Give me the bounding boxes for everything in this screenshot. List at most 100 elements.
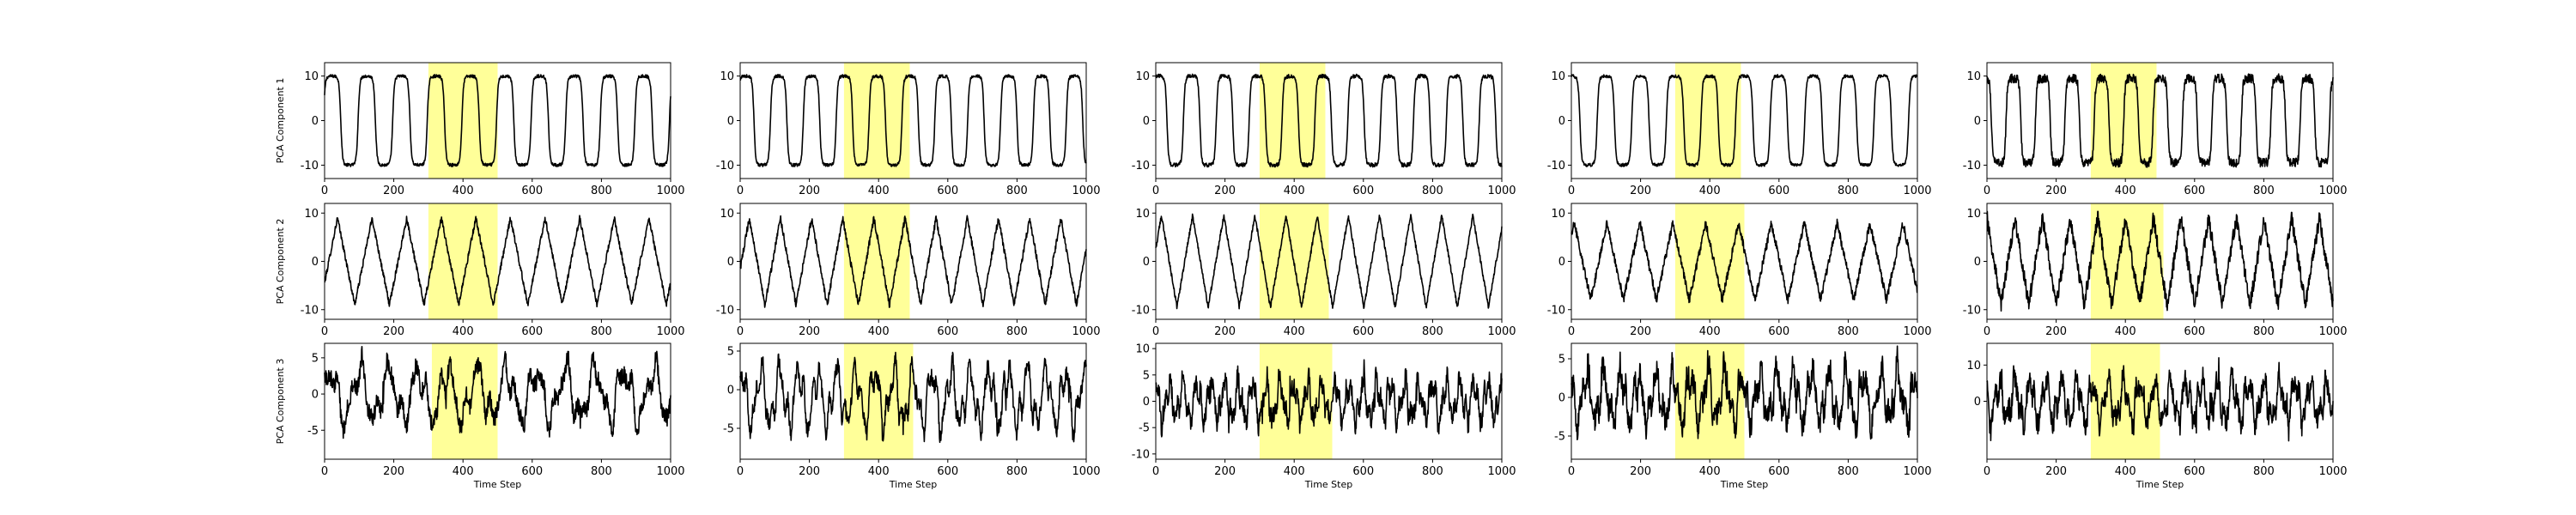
- y-tick-label: 10: [304, 208, 319, 221]
- y-tick-label: -10: [1132, 304, 1150, 317]
- x-tick-label: 600: [1768, 325, 1789, 338]
- x-tick-label: 0: [321, 185, 328, 197]
- y-tick-label: 10: [304, 70, 319, 83]
- x-tick-label: 0: [321, 465, 328, 478]
- x-tick-label: 600: [2184, 325, 2205, 338]
- x-tick-label: 600: [937, 325, 958, 338]
- x-tick-label: 800: [1838, 185, 1859, 197]
- y-tick-label: 10: [1551, 70, 1565, 83]
- y-tick-label: 0: [1974, 396, 1981, 409]
- y-tick-label: -5: [1139, 422, 1150, 435]
- x-tick-label: 1000: [1903, 465, 1931, 478]
- y-tick-label: -10: [301, 160, 319, 173]
- y-tick-label: 0: [1558, 115, 1565, 128]
- y-tick-label: 0: [1974, 256, 1981, 269]
- axes-frame: [1571, 342, 1918, 460]
- x-tick-label: 0: [737, 185, 744, 197]
- x-tick-label: 400: [2115, 325, 2136, 338]
- series-line: [1155, 359, 1503, 438]
- y-tick-label: -10: [1547, 304, 1565, 317]
- x-tick-label: 800: [591, 325, 612, 338]
- x-tick-label: 0: [1568, 325, 1575, 338]
- x-tick-label: 800: [1006, 185, 1028, 197]
- series-line: [739, 215, 1087, 308]
- x-tick-label: 600: [521, 185, 543, 197]
- y-tick-label: -10: [1547, 160, 1565, 173]
- series-line: [1155, 213, 1503, 310]
- series-line: [1571, 345, 1918, 441]
- x-tick-label: 400: [1699, 185, 1721, 197]
- y-tick-label: 0: [727, 115, 734, 128]
- y-tick-label: 0: [1558, 392, 1565, 405]
- x-tick-label: 400: [453, 325, 474, 338]
- x-tick-label: 200: [799, 325, 820, 338]
- x-axis-label: Time Step: [1720, 479, 1768, 490]
- x-tick-label: 800: [1006, 325, 1028, 338]
- x-tick-label: 1000: [2318, 325, 2347, 338]
- y-tick-label: -10: [301, 304, 319, 317]
- x-tick-label: 800: [1006, 465, 1028, 478]
- x-tick-label: 400: [1284, 325, 1305, 338]
- x-tick-label: 600: [2184, 465, 2205, 478]
- x-tick-label: 0: [321, 325, 328, 338]
- x-tick-label: 800: [2253, 325, 2275, 338]
- series-line: [739, 74, 1087, 167]
- row-ylabel-2: PCA Component 2: [275, 219, 286, 305]
- y-tick-label: 5: [1143, 369, 1150, 382]
- x-tick-label: 600: [2184, 185, 2205, 197]
- x-tick-label: 1000: [1072, 325, 1100, 338]
- x-tick-label: 0: [1568, 185, 1575, 197]
- x-tick-label: 200: [1214, 465, 1236, 478]
- series-line: [1986, 210, 2334, 312]
- x-tick-label: 200: [1630, 185, 1651, 197]
- y-tick-label: 10: [1135, 70, 1150, 83]
- series-line: [739, 351, 1087, 444]
- axes-frame: [324, 342, 671, 460]
- x-tick-label: 1000: [1072, 185, 1100, 197]
- x-tick-label: 400: [453, 185, 474, 197]
- x-tick-label: 800: [591, 185, 612, 197]
- x-tick-label: 1000: [1903, 185, 1931, 197]
- y-tick-label: 5: [727, 346, 734, 359]
- x-tick-label: 1000: [1487, 185, 1516, 197]
- y-tick-label: 0: [312, 389, 319, 402]
- x-tick-label: 0: [1568, 465, 1575, 478]
- x-tick-label: 1000: [1072, 465, 1100, 478]
- x-tick-label: 400: [2115, 465, 2136, 478]
- y-tick-label: -10: [1132, 448, 1150, 461]
- x-tick-label: 400: [2115, 185, 2136, 197]
- x-tick-label: 200: [2045, 325, 2067, 338]
- y-tick-label: 5: [312, 352, 319, 365]
- y-tick-label: 0: [1143, 256, 1150, 269]
- y-tick-label: 0: [312, 115, 319, 128]
- axes-frame: [739, 342, 1087, 460]
- x-tick-label: 200: [799, 185, 820, 197]
- x-tick-label: 0: [737, 465, 744, 478]
- row-ylabel-3: PCA Component 3: [275, 359, 286, 445]
- y-tick-label: 10: [720, 70, 734, 83]
- x-tick-label: 400: [1699, 465, 1721, 478]
- y-tick-label: 10: [1966, 208, 1981, 221]
- x-tick-label: 0: [1152, 465, 1159, 478]
- x-tick-label: 200: [383, 325, 404, 338]
- x-tick-label: 400: [868, 465, 890, 478]
- x-tick-label: 600: [521, 325, 543, 338]
- x-tick-label: 0: [1152, 185, 1159, 197]
- y-tick-label: 10: [1135, 208, 1150, 221]
- x-tick-label: 1000: [656, 185, 684, 197]
- x-tick-label: 800: [2253, 465, 2275, 478]
- x-tick-label: 200: [1630, 465, 1651, 478]
- x-tick-label: 1000: [2318, 465, 2347, 478]
- y-tick-label: 0: [727, 256, 734, 269]
- y-tick-label: 10: [1135, 343, 1150, 356]
- x-tick-label: 600: [1768, 185, 1789, 197]
- y-tick-label: 10: [1966, 360, 1981, 373]
- y-tick-label: 0: [1143, 115, 1150, 128]
- x-tick-label: 600: [1352, 465, 1374, 478]
- series-line: [324, 74, 671, 167]
- x-tick-label: 200: [1630, 325, 1651, 338]
- x-tick-label: 600: [937, 465, 958, 478]
- x-tick-label: 1000: [2318, 185, 2347, 197]
- row-ylabel-1: PCA Component 1: [275, 78, 286, 164]
